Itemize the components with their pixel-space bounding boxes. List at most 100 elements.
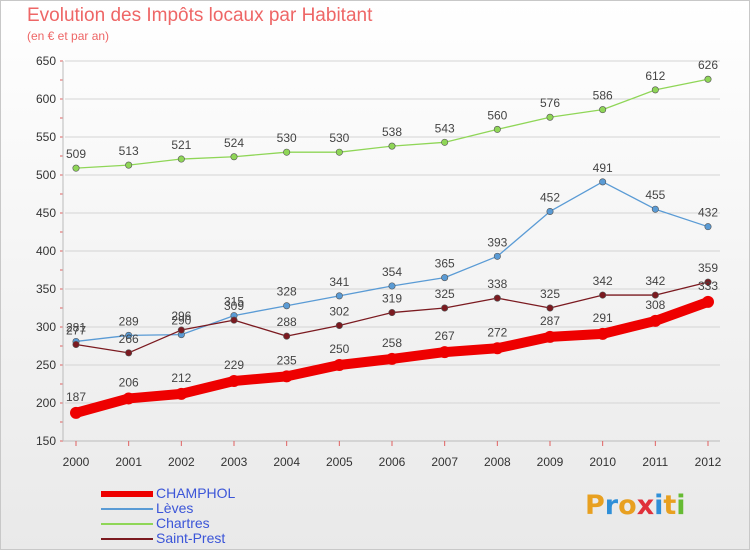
x-tick-label: 2000 [63, 455, 90, 469]
data-label: 359 [698, 261, 718, 275]
x-tick-label: 2003 [221, 455, 248, 469]
logo-letter: P [585, 490, 605, 521]
axes: 150 200 250 300 350 400 450 500 550 600 650 2000 200… [36, 54, 722, 469]
chart-subtitle: (en € et par an) [27, 29, 110, 43]
data-label: 452 [540, 190, 560, 204]
y-tick-label: 500 [36, 168, 56, 182]
data-label: 365 [435, 257, 455, 271]
data-label: 333 [698, 279, 718, 293]
data-point [438, 346, 451, 359]
logo-letter: i [676, 490, 686, 521]
data-point [599, 291, 607, 299]
data-label: 319 [382, 292, 402, 306]
data-point [388, 309, 396, 317]
y-tick-label: 350 [36, 282, 56, 296]
data-point [283, 332, 291, 340]
data-label: 290 [171, 314, 191, 328]
data-point [386, 352, 398, 365]
logo-letter: x [636, 490, 655, 521]
data-label: 289 [119, 314, 139, 328]
legend-swatch [101, 538, 153, 540]
data-label: 235 [277, 353, 297, 367]
series-line-chartres [75, 78, 709, 169]
data-label: 342 [593, 274, 613, 288]
data-point [230, 153, 238, 161]
chart-title: Evolution des Impôts locaux par Habitant [27, 5, 373, 26]
x-tick-label: 2011 [642, 455, 668, 469]
data-point [651, 86, 659, 94]
x-tick-label: 2002 [168, 455, 195, 469]
data-point [388, 142, 396, 150]
data-label: 491 [593, 161, 613, 175]
legend-swatch [101, 523, 153, 525]
data-label: 277 [66, 323, 86, 337]
data-label: 521 [171, 138, 191, 152]
data-point [546, 207, 554, 215]
data-point [283, 302, 291, 310]
legend-label: CHAMPHOL [156, 485, 236, 501]
data-point [546, 304, 554, 312]
data-point [649, 314, 662, 327]
data-label: 354 [382, 265, 402, 279]
data-label: 341 [329, 275, 349, 289]
data-point [333, 359, 346, 371]
data-label: 272 [487, 325, 507, 339]
data-label: 206 [119, 375, 139, 389]
data-point [335, 321, 343, 329]
data-point [335, 292, 343, 300]
y-tick-label: 550 [36, 130, 56, 144]
data-point [72, 164, 80, 172]
y-tick-label: 150 [36, 434, 56, 448]
data-point [596, 327, 609, 340]
y-tick-label: 600 [36, 92, 56, 106]
data-label: 543 [435, 121, 455, 135]
data-label: 509 [66, 147, 86, 161]
data-label: 612 [645, 69, 665, 83]
data-point [177, 155, 185, 163]
x-tick-label: 2006 [379, 455, 406, 469]
logo-letter: o [618, 490, 637, 521]
data-label: 187 [66, 390, 86, 404]
data-point [599, 178, 607, 186]
data-point [230, 316, 238, 324]
data-label: 576 [540, 96, 560, 110]
data-label: 281 [66, 320, 86, 334]
data-label: 538 [382, 125, 402, 139]
data-label: 586 [593, 89, 613, 103]
data-point [651, 205, 659, 213]
data-label: 229 [224, 358, 244, 372]
data-label: 267 [435, 329, 455, 343]
data-label: 302 [329, 304, 349, 318]
data-point [493, 125, 501, 133]
data-point [177, 326, 185, 334]
legend-swatch [101, 491, 153, 497]
data-point [175, 387, 188, 400]
data-label: 513 [119, 144, 139, 158]
legend-label: Chartres [156, 515, 210, 531]
y-tick-label: 250 [36, 358, 56, 372]
x-tick-label: 2004 [273, 455, 300, 469]
data-point [125, 161, 133, 169]
x-tick-label: 2012 [695, 455, 722, 469]
data-label: 530 [329, 131, 349, 145]
x-tick-label: 2010 [589, 455, 616, 469]
data-point [388, 282, 396, 290]
data-point [491, 342, 504, 355]
data-point [702, 295, 714, 308]
data-point [493, 252, 501, 260]
data-label: 288 [277, 315, 297, 329]
proxiti-logo: Proxiti [585, 490, 686, 521]
data-label: 524 [224, 136, 244, 150]
data-point [125, 331, 133, 339]
logo-letter: t [663, 490, 677, 521]
data-point [704, 278, 712, 286]
logo-letter: r [604, 490, 619, 521]
x-tick-label: 2008 [484, 455, 511, 469]
data-label: 258 [382, 336, 402, 350]
data-point [441, 304, 449, 312]
data-point [704, 75, 712, 83]
data-label: 328 [277, 285, 297, 299]
data-label: 296 [171, 309, 191, 323]
data-label: 291 [593, 311, 613, 325]
data-label: 308 [645, 298, 665, 312]
